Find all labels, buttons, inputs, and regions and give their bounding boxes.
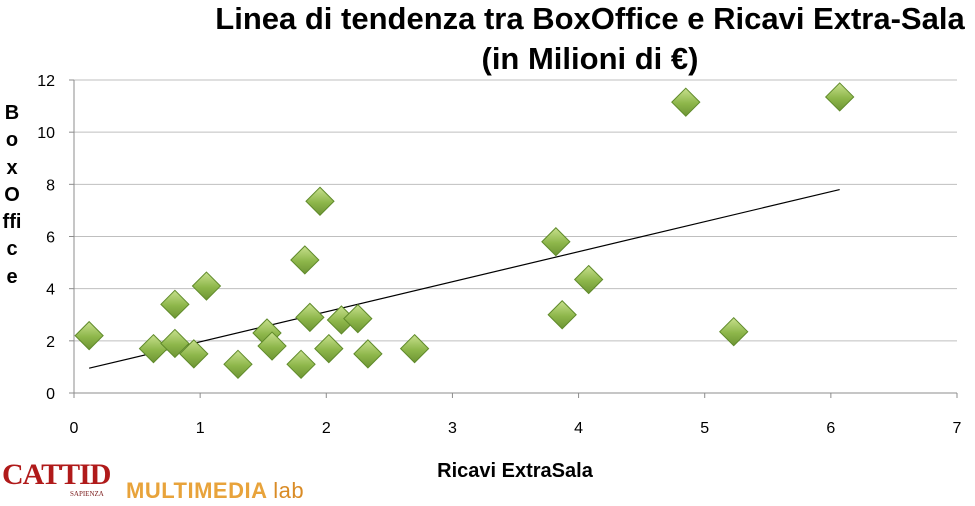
x-tick-label: 5 — [700, 420, 709, 437]
y-tick-label: 10 — [37, 125, 55, 142]
data-point — [179, 339, 209, 369]
trendline-group — [88, 188, 840, 369]
y-tick-label: 2 — [46, 334, 55, 351]
chart-title-line1: Linea di tendenza tra BoxOffice e Ricavi… — [215, 1, 965, 36]
data-point — [223, 349, 253, 380]
x-tick-label: 7 — [953, 420, 962, 437]
data-point — [160, 328, 190, 359]
data-point — [295, 302, 325, 333]
data-point — [286, 349, 316, 380]
cattid-logo-sub: SAPIENZA — [70, 490, 104, 498]
data-points — [74, 82, 855, 380]
gridlines — [74, 79, 957, 342]
data-point — [314, 333, 344, 364]
data-point — [191, 271, 222, 301]
multimedia-text: MULTIMEDIA — [126, 478, 267, 503]
data-point — [824, 82, 855, 112]
x-tick-label: 0 — [70, 420, 79, 437]
data-point — [399, 333, 430, 364]
y-axis-label: BoxOffice — [2, 102, 22, 288]
multimedia-lab-logo: MULTIMEDIA lab — [126, 478, 304, 504]
x-tick-label: 3 — [448, 420, 457, 437]
x-tick-label: 1 — [196, 420, 205, 437]
lab-text: lab — [273, 478, 305, 503]
logos: CATTID SAPIENZA MULTIMEDIA lab — [2, 458, 342, 504]
y-tick-label: 8 — [46, 177, 55, 194]
data-point — [74, 320, 104, 351]
x-tick-label: 6 — [826, 420, 835, 437]
data-point — [290, 245, 320, 275]
y-tick-label: 12 — [37, 73, 55, 90]
axes — [69, 79, 958, 398]
trendline — [88, 188, 840, 369]
data-point — [719, 316, 749, 347]
data-point — [305, 186, 335, 216]
chart-title-line2: (in Milioni di €) — [481, 41, 699, 76]
y-tick-label: 6 — [46, 230, 55, 247]
y-tick-label: 4 — [46, 282, 55, 299]
cattid-logo: CATTID — [2, 458, 111, 491]
data-point — [343, 303, 373, 334]
y-tick-label: 0 — [46, 386, 55, 403]
x-tick-label: 4 — [574, 420, 583, 437]
data-point — [257, 331, 287, 361]
data-point — [573, 264, 604, 295]
data-point — [160, 289, 190, 320]
data-point — [541, 227, 571, 257]
data-point — [138, 333, 169, 364]
data-point — [547, 300, 577, 330]
x-tick-label: 2 — [322, 420, 331, 437]
data-point — [353, 339, 383, 369]
data-point — [671, 87, 701, 117]
x-axis-label: Ricavi ExtraSala — [437, 460, 593, 482]
